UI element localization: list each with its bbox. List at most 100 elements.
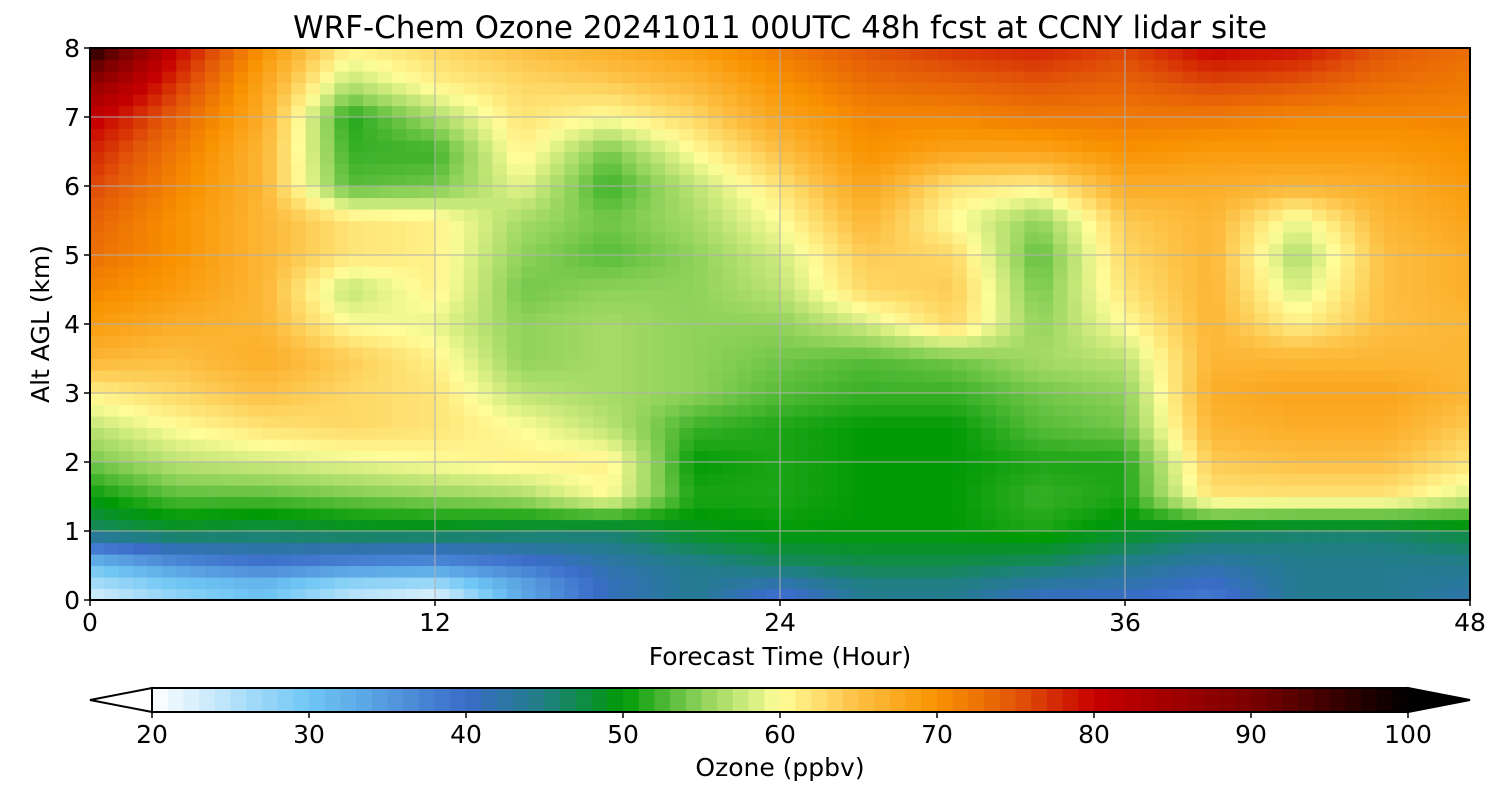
colorbar-band xyxy=(842,688,860,712)
heatmap-cell xyxy=(219,232,235,245)
heatmap-cell xyxy=(1441,266,1457,279)
heatmap-cell xyxy=(952,531,968,544)
heatmap-cell xyxy=(952,496,968,509)
heatmap-cell xyxy=(966,59,982,72)
heatmap-cell xyxy=(406,439,422,452)
heatmap-cell xyxy=(880,278,896,291)
heatmap-cell xyxy=(1412,393,1428,406)
heatmap-cell xyxy=(1441,531,1457,544)
heatmap-cell xyxy=(837,209,853,222)
heatmap-cell xyxy=(104,278,120,291)
heatmap-cell xyxy=(478,266,494,279)
heatmap-cell xyxy=(909,301,925,314)
heatmap-cell xyxy=(823,450,839,463)
heatmap-cell xyxy=(1225,519,1241,532)
colorbar-band xyxy=(827,688,844,712)
heatmap-cell xyxy=(1225,174,1241,187)
heatmap-cell xyxy=(564,82,580,95)
colorbar-band xyxy=(513,688,530,712)
heatmap-cell xyxy=(550,186,565,199)
heatmap-cell xyxy=(1067,496,1083,509)
heatmap-cell xyxy=(1139,209,1155,222)
heatmap-cell xyxy=(909,416,925,429)
heatmap-cell xyxy=(305,358,321,371)
heatmap-cell xyxy=(722,71,738,84)
heatmap-cell xyxy=(1196,347,1212,360)
heatmap-cell xyxy=(780,588,795,601)
heatmap-cell xyxy=(291,358,307,371)
heatmap-cell xyxy=(463,565,479,578)
heatmap-cell xyxy=(118,220,134,233)
heatmap-cell xyxy=(305,128,321,141)
heatmap-cell xyxy=(1383,117,1399,130)
heatmap-cell xyxy=(1426,163,1442,176)
heatmap-cell xyxy=(449,565,465,578)
heatmap-cell xyxy=(837,71,853,84)
heatmap-cell xyxy=(923,94,939,107)
heatmap-cell xyxy=(636,220,652,233)
heatmap-cell xyxy=(621,289,637,302)
heatmap-cell xyxy=(291,174,307,187)
heatmap-cell xyxy=(305,174,321,187)
heatmap-cell xyxy=(1355,485,1370,498)
heatmap-cell xyxy=(636,117,652,130)
heatmap-cell xyxy=(837,48,853,61)
heatmap-cell xyxy=(679,71,695,84)
heatmap-cell xyxy=(449,48,465,61)
heatmap-cell xyxy=(938,232,954,245)
heatmap-cell xyxy=(1024,197,1040,210)
heatmap-cell xyxy=(377,186,393,199)
heatmap-cell xyxy=(1010,117,1025,130)
heatmap-cell xyxy=(291,393,307,406)
heatmap-cell xyxy=(1168,542,1184,555)
heatmap-cell xyxy=(219,71,235,84)
heatmap-cell xyxy=(377,519,393,532)
heatmap-cell xyxy=(966,82,982,95)
heatmap-cell xyxy=(1240,232,1255,245)
heatmap-cell xyxy=(1125,197,1140,210)
heatmap-cell xyxy=(1153,508,1169,521)
heatmap-cell xyxy=(1297,140,1313,153)
heatmap-cell xyxy=(506,243,522,256)
heatmap-cell xyxy=(1168,554,1184,567)
heatmap-cell xyxy=(1010,347,1025,360)
heatmap-cell xyxy=(1283,59,1299,72)
heatmap-cell xyxy=(1297,427,1313,440)
heatmap-cell xyxy=(248,393,264,406)
heatmap-cell xyxy=(1010,588,1025,601)
heatmap-cell xyxy=(219,209,235,222)
heatmap-cell xyxy=(248,243,264,256)
heatmap-cell xyxy=(348,577,364,590)
heatmap-cell xyxy=(1311,427,1327,440)
heatmap-cell xyxy=(1340,140,1356,153)
heatmap-cell xyxy=(837,427,853,440)
heatmap-cell xyxy=(1110,105,1126,118)
heatmap-cell xyxy=(219,312,235,325)
heatmap-cell xyxy=(751,485,767,498)
heatmap-cell xyxy=(1455,347,1471,360)
heatmap-cell xyxy=(708,278,724,291)
heatmap-cell xyxy=(550,71,565,84)
heatmap-cell xyxy=(578,588,594,601)
heatmap-cell xyxy=(1168,82,1184,95)
heatmap-cell xyxy=(679,220,695,233)
heatmap-cell xyxy=(1110,588,1126,601)
heatmap-cell xyxy=(1340,117,1356,130)
heatmap-cell xyxy=(837,128,853,141)
heatmap-cell xyxy=(1441,186,1457,199)
heatmap-cell xyxy=(593,71,609,84)
heatmap-cell xyxy=(1455,335,1471,348)
heatmap-cell xyxy=(1441,82,1457,95)
heatmap-cell xyxy=(1398,462,1414,475)
heatmap-cell xyxy=(1383,301,1399,314)
heatmap-cell xyxy=(1398,301,1414,314)
heatmap-cell xyxy=(607,439,623,452)
heatmap-cell xyxy=(1182,174,1198,187)
heatmap-cell xyxy=(205,140,220,153)
heatmap-cell xyxy=(837,577,853,590)
heatmap-cell xyxy=(564,197,580,210)
heatmap-cell xyxy=(1240,542,1255,555)
heatmap-cell xyxy=(1369,554,1385,567)
heatmap-cell xyxy=(291,232,307,245)
heatmap-cell xyxy=(794,462,810,475)
